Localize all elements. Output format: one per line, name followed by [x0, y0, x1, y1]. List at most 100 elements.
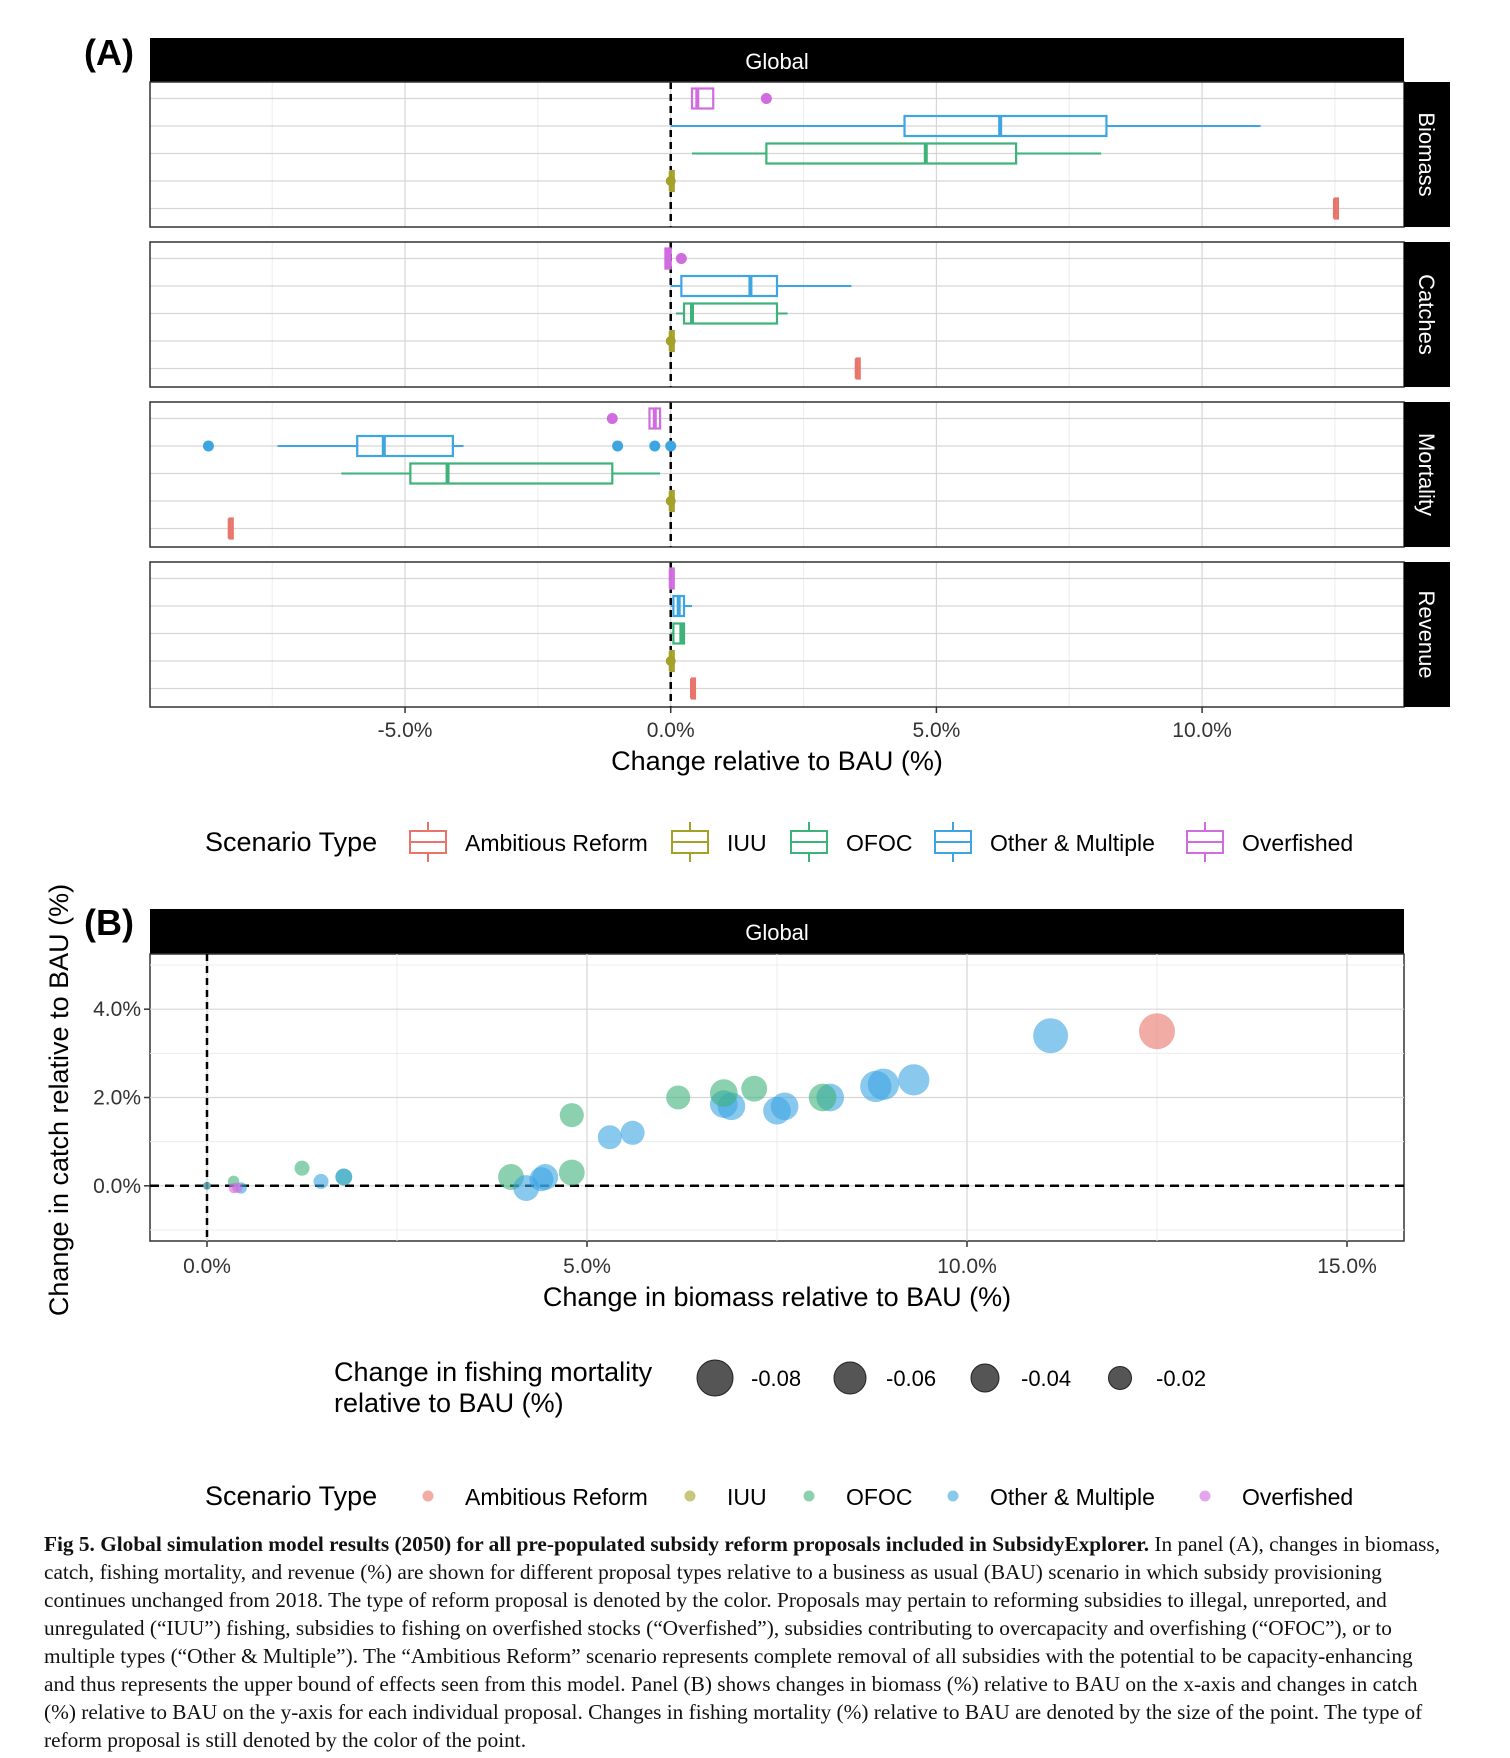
size-legend-dot: [970, 1363, 1000, 1393]
panel-b-points: [203, 1013, 1175, 1201]
facet-strip: [1404, 82, 1450, 227]
panel-a-x-ticks: -5.0% 0.0% 5.0% 10.0%: [378, 707, 1232, 742]
x-tick-label: 0.0%: [183, 1255, 231, 1278]
panel-b-strip: [150, 909, 1404, 954]
legend-key-dot: [947, 1490, 959, 1502]
y-tick-label: 0.0%: [93, 1175, 141, 1198]
box-overfished: [664, 247, 687, 270]
facet-biomass: Biomass: [149, 81, 1450, 228]
size-legend-label: -0.02: [1156, 1366, 1206, 1391]
box-iqr: [680, 274, 779, 298]
size-legend-title-line1: Change in fishing mortality: [334, 1357, 653, 1387]
facet-background: [150, 82, 1404, 227]
scatter-point-other-multiple: [203, 1181, 211, 1190]
legend-item-ofoc: OFOC: [790, 822, 912, 862]
scatter-point-other-multiple: [860, 1070, 892, 1103]
legend-item-iuu: IUU: [671, 822, 767, 862]
legend-item-ambitious-reform: Ambitious Reform: [409, 822, 648, 862]
facet-strip-label: Biomass: [1414, 112, 1439, 196]
box-ambitious-reform: [854, 357, 861, 380]
outlier-point: [760, 93, 772, 104]
box-other-multiple: [670, 114, 1261, 138]
panel-a-strip: [150, 38, 1404, 82]
legend-item-other-multiple: Other & Multiple: [934, 822, 1155, 862]
size-legend: Change in fishing mortality relative to …: [334, 1357, 1206, 1418]
size-legend-dot: [696, 1359, 734, 1397]
box-ofoc: [670, 622, 686, 645]
iuu-point: [665, 656, 676, 666]
size-legend-label: -0.04: [1021, 1366, 1071, 1391]
facet-strip: [1404, 242, 1450, 387]
box-ambitious-reform: [689, 677, 697, 700]
size-legend-label: -0.06: [886, 1366, 936, 1391]
panel-a-label: (A): [84, 32, 134, 73]
legend-key-dot: [803, 1490, 815, 1502]
facet-mortality: Mortality: [149, 401, 1450, 548]
x-tick-label: 15.0%: [1317, 1255, 1377, 1278]
figure-caption: Fig 5. Global simulation model results (…: [44, 1530, 1444, 1754]
size-legend-title-line2: relative to BAU (%): [334, 1388, 564, 1418]
outlier-point: [612, 440, 624, 452]
box-other-multiple: [670, 594, 692, 618]
x-tick-label: 10.0%: [937, 1255, 997, 1278]
facet-strip: [1404, 402, 1450, 547]
box-iqr: [682, 302, 779, 325]
facet-strip: [1404, 562, 1450, 707]
panel-b-x-axis-label: Change in biomass relative to BAU (%): [543, 1282, 1011, 1312]
box-iuu: [665, 649, 676, 673]
caption-body: In panel (A), changes in biomass, catch,…: [44, 1532, 1441, 1752]
legend-item-label: Other & Multiple: [990, 830, 1155, 856]
scatter-point-other-multiple: [1033, 1018, 1069, 1054]
panel-b-strip-label: Global: [745, 920, 809, 945]
scatter-point-ofoc: [559, 1103, 584, 1128]
scatter-point-ofoc: [666, 1085, 691, 1110]
iuu-point: [665, 336, 676, 346]
legend-point-item-iuu: IUU: [684, 1484, 767, 1510]
box-overfished: [606, 407, 662, 430]
legend-item-label: IUU: [727, 1484, 767, 1510]
legend-item-overfished: Overfished: [1186, 822, 1353, 862]
x-tick-label: 5.0%: [912, 719, 960, 742]
box-iqr: [690, 87, 715, 110]
legend-item-label: IUU: [727, 830, 767, 856]
legend-point-item-other-multiple: Other & Multiple: [947, 1484, 1155, 1510]
legend-item-label: OFOC: [846, 1484, 912, 1510]
scatter-point-ofoc: [294, 1160, 310, 1176]
scatter-point-overfished: [232, 1182, 243, 1194]
outlier-point: [649, 440, 661, 452]
facet-revenue: Revenue: [149, 561, 1450, 708]
facet-background: [150, 402, 1404, 547]
box-iqr: [672, 622, 686, 645]
legend-item-label: OFOC: [846, 830, 912, 856]
facet-strip-label: Mortality: [1414, 433, 1439, 516]
scenario-legend-title: Scenario Type: [205, 827, 377, 857]
size-legend-label: -0.08: [751, 1366, 801, 1391]
outlier-point: [675, 253, 687, 264]
size-legend-item: -0.02: [1108, 1366, 1206, 1391]
panel-a-x-axis-label: Change relative to BAU (%): [611, 746, 943, 776]
iuu-point: [665, 176, 676, 186]
x-tick-label: -5.0%: [378, 719, 433, 742]
box-ofoc: [691, 142, 1102, 165]
scenario-legend-points: Scenario Type Ambitious Reform IUU OFOC Oth…: [205, 1481, 1353, 1511]
box-iuu: [665, 489, 676, 513]
legend-key-dot: [1199, 1490, 1211, 1502]
scatter-point-other-multiple: [335, 1168, 353, 1186]
legend-item-label: Other & Multiple: [990, 1484, 1155, 1510]
scatter-point-ofoc: [741, 1075, 768, 1102]
box-ambitious-reform: [227, 517, 234, 540]
panel-b-y-axis-label: Change in catch relative to BAU (%): [44, 884, 74, 1316]
size-legend-dot: [1108, 1366, 1132, 1390]
scatter-point-other-multiple: [597, 1125, 622, 1150]
box-ofoc: [341, 462, 661, 485]
y-tick-label: 2.0%: [93, 1087, 141, 1110]
scatter-point-other-multiple: [763, 1096, 791, 1125]
box-overfished: [668, 567, 675, 590]
caption-title: Fig 5. Global simulation model results (…: [44, 1532, 1150, 1556]
panel-b-grid: [150, 954, 1404, 1241]
size-legend-item: -0.06: [833, 1361, 936, 1395]
x-tick-label: 0.0%: [647, 719, 695, 742]
panel-a-facets: Biomass Catches Mortality Revenue: [149, 81, 1450, 708]
scenario-legend-title: Scenario Type: [205, 1481, 377, 1511]
box-iuu: [665, 329, 676, 353]
